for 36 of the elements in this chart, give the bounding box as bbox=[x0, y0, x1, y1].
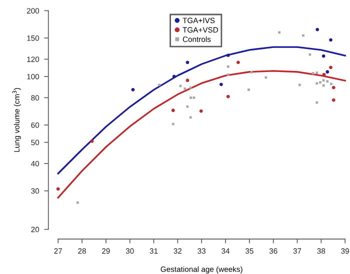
point bbox=[131, 88, 135, 92]
point bbox=[226, 65, 230, 68]
point bbox=[298, 84, 301, 86]
point bbox=[186, 78, 190, 82]
line-series bbox=[57, 70, 346, 199]
point bbox=[226, 73, 230, 76]
point bbox=[189, 86, 192, 89]
point bbox=[56, 187, 60, 191]
point bbox=[322, 79, 325, 82]
point bbox=[171, 108, 175, 112]
point bbox=[329, 38, 332, 42]
point bbox=[332, 86, 336, 90]
line-series bbox=[57, 46, 346, 174]
point bbox=[316, 82, 318, 85]
point bbox=[220, 82, 223, 86]
point bbox=[184, 87, 186, 90]
point bbox=[316, 101, 318, 104]
point bbox=[329, 66, 332, 70]
point bbox=[226, 94, 230, 98]
point bbox=[190, 96, 192, 99]
point bbox=[308, 53, 312, 56]
point bbox=[250, 71, 253, 74]
point bbox=[199, 109, 203, 113]
point bbox=[236, 60, 240, 64]
point bbox=[326, 70, 330, 74]
point bbox=[226, 54, 230, 58]
point bbox=[172, 122, 174, 126]
point bbox=[189, 116, 192, 119]
point bbox=[192, 96, 196, 99]
point bbox=[326, 80, 329, 83]
point bbox=[90, 139, 94, 143]
point bbox=[186, 60, 190, 64]
point bbox=[322, 54, 326, 58]
point bbox=[322, 72, 326, 76]
point bbox=[332, 98, 336, 102]
point bbox=[316, 28, 320, 32]
